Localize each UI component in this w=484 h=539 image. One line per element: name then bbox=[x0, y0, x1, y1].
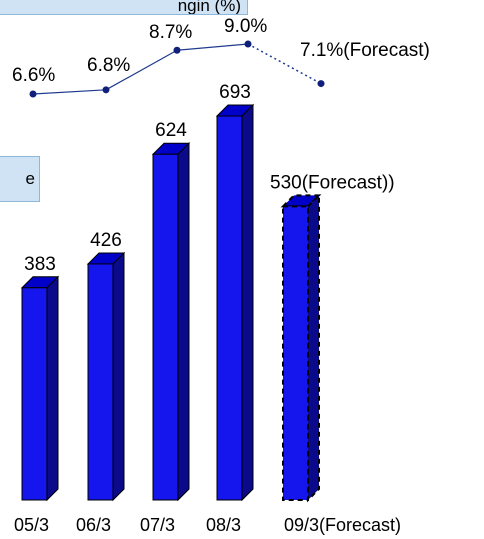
bar-value-label: 693 bbox=[219, 82, 251, 103]
line-value-label: 7.1%(Forecast) bbox=[300, 40, 430, 61]
bar-side-face bbox=[112, 251, 125, 502]
bar bbox=[282, 205, 309, 501]
bar-side-face bbox=[307, 192, 320, 503]
bar-value-label: 624 bbox=[155, 120, 187, 141]
line-value-label: 6.8% bbox=[87, 55, 130, 76]
bar-side-face bbox=[46, 275, 59, 502]
margin-line-series: 6.6% 6.8% 8.7% 9.0% 7.1%(Forecast) bbox=[12, 16, 430, 98]
line-value-label: 8.7% bbox=[149, 22, 192, 43]
legend-left-text: e bbox=[25, 169, 35, 188]
line-value-label: 6.6% bbox=[12, 65, 55, 86]
line-point-marker bbox=[102, 86, 110, 94]
x-tick-label: 05/3 bbox=[14, 515, 49, 535]
line-segment bbox=[176, 43, 249, 51]
bar-value-label: 383 bbox=[24, 254, 56, 275]
bar-value-label: 426 bbox=[90, 230, 122, 251]
line-point-marker bbox=[173, 46, 181, 54]
bar bbox=[216, 115, 243, 501]
bar bbox=[152, 153, 179, 501]
legend-box-left: e bbox=[0, 156, 40, 202]
bar-series: 383 426 624 693 530(Forecast)) bbox=[20, 82, 395, 503]
bar-side-face bbox=[241, 103, 254, 502]
line-point-marker bbox=[317, 80, 325, 88]
bar-value-label: 530(Forecast)) bbox=[270, 172, 395, 193]
x-tick-label: 07/3 bbox=[140, 515, 175, 535]
line-point-marker bbox=[29, 90, 37, 98]
legend-box-top: ngin (%) bbox=[0, 0, 248, 15]
bar-side-face bbox=[177, 142, 190, 502]
legend-top-text: ngin (%) bbox=[177, 0, 241, 15]
x-tick-label: 06/3 bbox=[76, 515, 111, 535]
x-tick-label: 08/3 bbox=[206, 515, 241, 535]
bar bbox=[87, 263, 114, 501]
bar bbox=[21, 287, 48, 501]
line-point-marker bbox=[244, 40, 252, 48]
x-axis-labels: 05/3 06/3 07/3 08/3 09/3(Forecast) bbox=[14, 515, 401, 535]
x-tick-label: 09/3(Forecast) bbox=[284, 515, 401, 535]
line-value-label: 9.0% bbox=[224, 16, 267, 37]
forecast-line-segment bbox=[247, 43, 322, 85]
line-segment bbox=[32, 89, 107, 95]
line-segment bbox=[105, 49, 178, 91]
